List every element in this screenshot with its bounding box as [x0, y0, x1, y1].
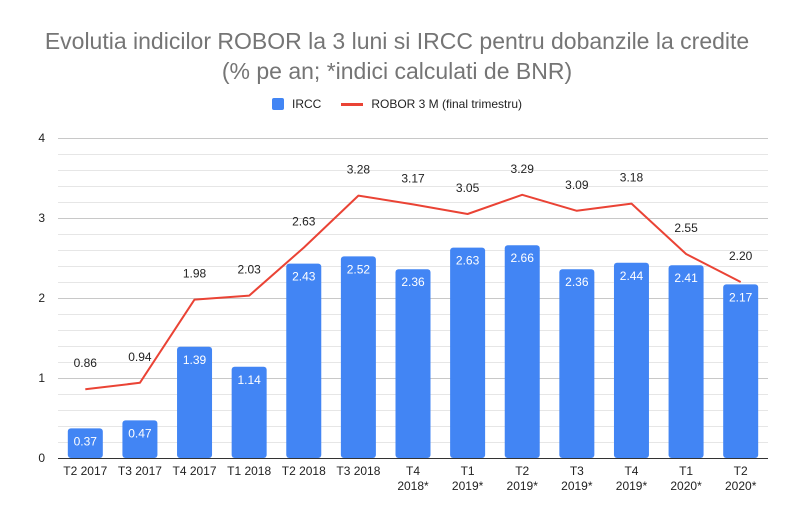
x-tick-label-line: T1	[679, 464, 693, 478]
x-tick-label-line: T2 2018	[282, 464, 326, 478]
legend-label-robor: ROBOR 3 M (final trimestru)	[371, 97, 523, 111]
legend-swatch-robor	[341, 102, 364, 106]
bar-ircc	[450, 247, 486, 458]
x-tick-label: T2 2017	[63, 464, 107, 478]
x-tick-label: T3 2017	[118, 464, 162, 478]
bar-data-label: 2.44	[620, 269, 644, 283]
x-tick-label-line: 2019*	[616, 479, 648, 493]
bar-data-label: 0.47	[128, 426, 152, 440]
bar-data-label: 2.17	[729, 290, 753, 304]
bar-ircc	[67, 428, 103, 458]
x-tick-label-line: T1 2018	[227, 464, 271, 478]
line-data-label: 3.17	[401, 171, 425, 185]
x-tick-label-line: T1	[461, 464, 475, 478]
x-tick-label: T4 2017	[173, 464, 217, 478]
bar-data-label: 1.14	[237, 373, 261, 387]
line-data-label: 3.05	[456, 181, 480, 195]
bar-data-label: 2.36	[565, 275, 589, 289]
bar-data-label: 2.66	[511, 251, 535, 265]
line-data-label: 0.86	[74, 356, 98, 370]
x-tick-label-line: 2019*	[452, 479, 484, 493]
bar-data-label: 0.37	[74, 434, 98, 448]
x-tick-label-line: T2	[515, 464, 529, 478]
chart-legend: IRCC ROBOR 3 M (final trimestru)	[0, 97, 794, 111]
x-tick-label-line: 2019*	[561, 479, 593, 493]
x-tick-label: T2 2020*	[725, 464, 757, 493]
x-tick-label-line: T4	[624, 464, 638, 478]
x-tick-label-line: 2020*	[670, 479, 702, 493]
bar-data-label: 2.63	[456, 254, 480, 268]
x-tick-label: T1 2020*	[670, 464, 702, 493]
line-data-label: 2.03	[237, 263, 261, 277]
x-tick-label: T1 2018	[227, 464, 271, 478]
bar-ircc	[122, 420, 158, 458]
x-tick-label-line: T4 2017	[173, 464, 217, 478]
bar-ircc	[340, 256, 376, 458]
x-tick-label: T2 2018	[282, 464, 326, 478]
line-data-label: 0.94	[128, 350, 152, 364]
bar-ircc	[177, 346, 213, 458]
x-tick-label: T4 2018*	[397, 464, 429, 493]
x-tick-label-line: T3 2017	[118, 464, 162, 478]
line-data-label: 2.55	[674, 221, 698, 235]
bar-ircc	[613, 262, 649, 458]
bar-data-label: 1.39	[183, 353, 207, 367]
x-tick-label: T3 2019*	[561, 464, 593, 493]
bar-ircc	[668, 265, 704, 458]
x-tick-label: T4 2019*	[616, 464, 648, 493]
line-data-label: 3.18	[620, 171, 644, 185]
bar-data-label: 2.41	[674, 271, 698, 285]
x-tick-label: T3 2018	[336, 464, 380, 478]
x-tick-label: T1 2019*	[452, 464, 484, 493]
line-data-label: 3.09	[565, 178, 589, 192]
line-data-label: 1.98	[183, 267, 207, 281]
bar-ircc	[723, 284, 759, 458]
bar-data-label: 2.36	[401, 275, 425, 289]
x-tick-label-line: T3	[570, 464, 584, 478]
x-tick-label-line: 2018*	[397, 479, 429, 493]
line-data-label: 2.63	[292, 215, 316, 229]
line-data-label: 2.20	[729, 249, 753, 263]
bar-data-label: 2.43	[292, 270, 316, 284]
x-tick-label-line: T3 2018	[336, 464, 380, 478]
y-tick-label: 1	[38, 371, 45, 385]
x-tick-label-line: T4	[406, 464, 420, 478]
y-tick-label: 3	[38, 211, 45, 225]
line-data-label: 3.29	[511, 162, 535, 176]
bar-data-label: 2.52	[347, 262, 371, 276]
legend-item-ircc: IRCC	[271, 97, 322, 111]
legend-swatch-ircc	[271, 98, 284, 110]
x-tick-label-line: T2 2017	[63, 464, 107, 478]
y-tick-label: 2	[38, 291, 45, 305]
line-data-label: 3.28	[347, 163, 371, 177]
bar-ircc	[559, 269, 595, 458]
chart-title: Evolutia indicilor ROBOR la 3 luni si IR…	[0, 26, 794, 86]
x-tick-label-line: 2020*	[725, 479, 757, 493]
x-tick-label: T2 2019*	[507, 464, 539, 493]
y-tick-label: 4	[38, 131, 45, 145]
x-tick-label-line: T2	[734, 464, 748, 478]
y-tick-label: 0	[38, 451, 45, 465]
chart-title-line-2: (% pe an; *indici calculati de BNR)	[221, 58, 573, 84]
chart-title-line-1: Evolutia indicilor ROBOR la 3 luni si IR…	[44, 28, 750, 54]
x-tick-label-line: 2019*	[507, 479, 539, 493]
bar-ircc	[231, 366, 267, 458]
bar-ircc	[504, 245, 540, 458]
legend-label-ircc: IRCC	[291, 97, 322, 111]
legend-item-robor: ROBOR 3 M (final trimestru)	[341, 97, 522, 111]
bar-ircc	[286, 263, 322, 458]
bar-ircc	[395, 269, 431, 458]
